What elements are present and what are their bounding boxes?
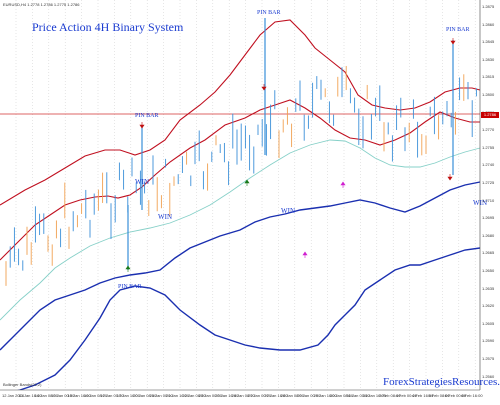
time-axis-label: 5 Feb 08:00 bbox=[428, 393, 450, 398]
time-axis-label: 23 Jan 00:00 bbox=[198, 393, 222, 398]
win-label: WIN bbox=[473, 199, 487, 207]
time-axis-label: 15 Jan 00:00 bbox=[51, 393, 75, 398]
price-axis-label: 1.2635 bbox=[482, 285, 495, 291]
time-axis-label: 30 Jan 08:00 bbox=[330, 393, 354, 398]
price-axis-label: 1.2725 bbox=[482, 180, 495, 185]
time-axis-label: 4 Feb 00:00 bbox=[395, 393, 417, 398]
up-arrow-icon bbox=[302, 251, 308, 258]
time-axis-label: 15 Jan 16:00 bbox=[67, 393, 91, 398]
time-axis-label: 22 Jan 08:00 bbox=[182, 393, 206, 398]
time-axis-bg bbox=[0, 390, 500, 400]
price-axis-label: 1.2710 bbox=[482, 197, 495, 203]
win-label: WIN bbox=[135, 178, 149, 186]
time-axis-label: 16 Jan 08:00 bbox=[84, 393, 108, 398]
indicator-info: Bollinger Bands(20,2) bbox=[3, 382, 42, 387]
price-axis-label: 1.2590 bbox=[482, 338, 495, 344]
up-arrow-icon bbox=[244, 179, 250, 186]
time-axis-label: 20 Jan 08:00 bbox=[133, 393, 157, 398]
time-axis-label: 4 Feb 16:00 bbox=[412, 393, 434, 398]
time-axis-label: 6 Feb 16:00 bbox=[461, 393, 483, 398]
symbol-info: EURUSD,H4 1.2778 1.2786 1.2775 1.2786 bbox=[3, 2, 80, 7]
time-axis-label: 29 Jan 16:00 bbox=[313, 393, 337, 398]
price-axis-label: 1.2560 bbox=[482, 373, 495, 379]
price-axis-label: 1.2665 bbox=[482, 250, 495, 256]
time-axis-label: 29 Jan 00:00 bbox=[297, 393, 321, 398]
price-axis-label: 1.2680 bbox=[482, 232, 495, 238]
win-label: WIN bbox=[158, 213, 172, 221]
price-axis-label: 1.2740 bbox=[482, 162, 495, 168]
time-axis-label: 23 Jan 16:00 bbox=[215, 393, 239, 398]
price-axis-label: 1.2800 bbox=[482, 92, 495, 97]
price-axis-label: 1.2860 bbox=[482, 21, 495, 27]
price-axis-label: 1.2755 bbox=[482, 144, 495, 150]
bollinger-bands bbox=[0, 19, 481, 396]
upper-band bbox=[0, 19, 481, 206]
time-axis-label: 14 Jan 08:00 bbox=[34, 393, 58, 398]
watermark: ForexStrategiesResources.com bbox=[383, 376, 500, 388]
chart-title: Price Action 4H Binary System bbox=[32, 20, 184, 34]
time-axis-label: 13 Jan 16:00 bbox=[18, 393, 42, 398]
price-axis-label: 1.2605 bbox=[482, 320, 495, 326]
down-arrow-icon bbox=[450, 38, 456, 45]
down-arrow-icon bbox=[139, 122, 145, 129]
time-axis-label: 21 Jan 16:00 bbox=[166, 393, 190, 398]
price-axis-label: 1.2695 bbox=[482, 215, 495, 221]
lower-band bbox=[0, 247, 481, 396]
time-axis-label: 31 Jan 16:00 bbox=[362, 393, 386, 398]
time-axis-label: 12 Jan 2014 bbox=[2, 393, 25, 398]
price-axis-label: 1.2650 bbox=[482, 268, 495, 273]
up-arrow-icon bbox=[125, 265, 131, 272]
price-axis-label: 1.2875 bbox=[482, 4, 495, 9]
pin-bar-label: PIN BAR bbox=[118, 284, 142, 290]
time-axis-label: 24 Jan 08:00 bbox=[231, 393, 255, 398]
signal-arrows bbox=[125, 38, 456, 272]
time-axis-label: 28 Jan 08:00 bbox=[280, 393, 304, 398]
time-axis-label: 6 Feb 00:00 bbox=[444, 393, 467, 398]
current-price-tag: 1.2786 bbox=[481, 112, 499, 118]
price-axis-label: 1.2845 bbox=[482, 39, 495, 45]
price-axis-label: 1.2770 bbox=[482, 127, 495, 133]
down-arrow-icon bbox=[261, 84, 267, 91]
time-axis-label: 21 Jan 00:00 bbox=[149, 393, 173, 398]
time-axis-label: 27 Jan 16:00 bbox=[264, 393, 288, 398]
price-axis-label: 1.2620 bbox=[482, 303, 495, 309]
grid-lines bbox=[15, 0, 476, 390]
time-axis-label: 31 Jan 00:00 bbox=[346, 393, 370, 398]
inner-lower-band bbox=[0, 181, 481, 351]
time-axis-label: 17 Jan 00:00 bbox=[100, 393, 124, 398]
pin-bar-label: PIN BAR bbox=[446, 27, 470, 33]
pin-bar-label: PIN BAR bbox=[257, 10, 281, 16]
up-arrow-icon bbox=[340, 181, 346, 188]
time-axis-label: 27 Jan 00:00 bbox=[248, 393, 272, 398]
price-axis-bg bbox=[480, 0, 500, 400]
win-label: WIN bbox=[281, 207, 295, 215]
time-axis-label: 3 Feb 08:00 bbox=[379, 393, 401, 398]
down-arrow-icon bbox=[447, 174, 453, 181]
time-axis-label: 17 Jan 16:00 bbox=[116, 393, 140, 398]
price-axis-label: 1.2815 bbox=[482, 74, 495, 80]
middle-band bbox=[0, 139, 481, 321]
candlesticks bbox=[5, 18, 477, 286]
pin-bar-label: PIN BAR bbox=[135, 113, 159, 119]
price-axis-label: 1.2575 bbox=[482, 356, 495, 361]
price-axis-label: 1.2830 bbox=[482, 56, 495, 62]
